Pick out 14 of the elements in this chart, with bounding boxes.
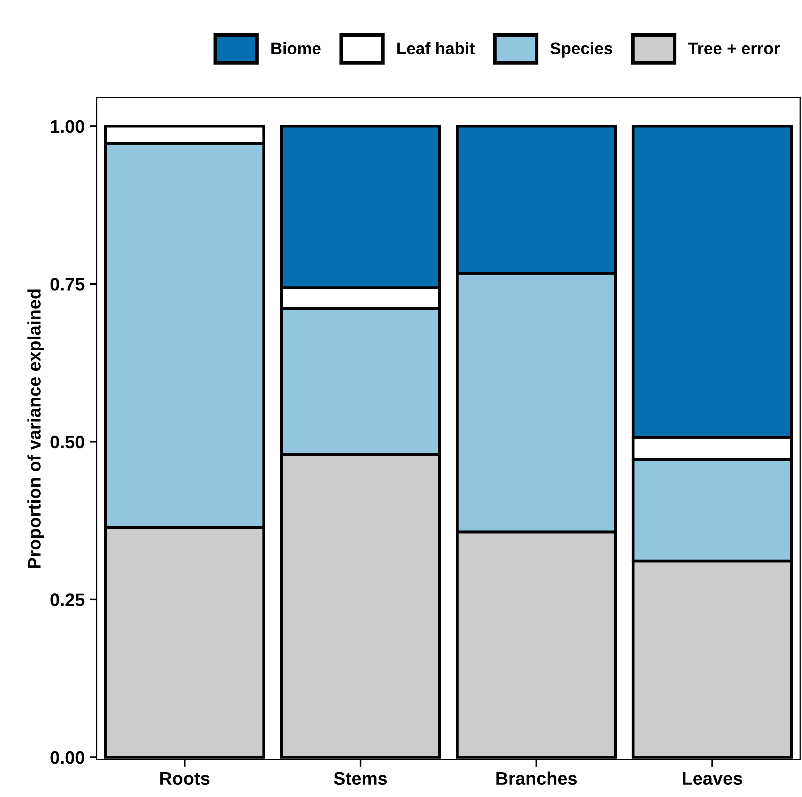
legend-label: Leaf habit xyxy=(398,42,475,55)
y-tick-label: 1.00 xyxy=(51,120,84,134)
x-tick-label: Roots xyxy=(160,772,210,786)
x-tick-label: Stems xyxy=(334,772,388,786)
y-tick-label: 0.50 xyxy=(50,436,84,449)
legend-label: Biome xyxy=(272,42,321,55)
legend-label: Species xyxy=(550,42,612,58)
y-tick-label: 0.75 xyxy=(50,278,85,291)
y-tick-label: 0.25 xyxy=(50,594,85,606)
x-tick-label: Branches xyxy=(496,772,578,786)
legend-label: Tree + error xyxy=(688,42,780,55)
y-axis-title: Proportion of variance explained xyxy=(28,290,44,568)
x-tick-label: Leaves xyxy=(683,772,742,786)
y-tick-label: 0.00 xyxy=(50,751,84,764)
